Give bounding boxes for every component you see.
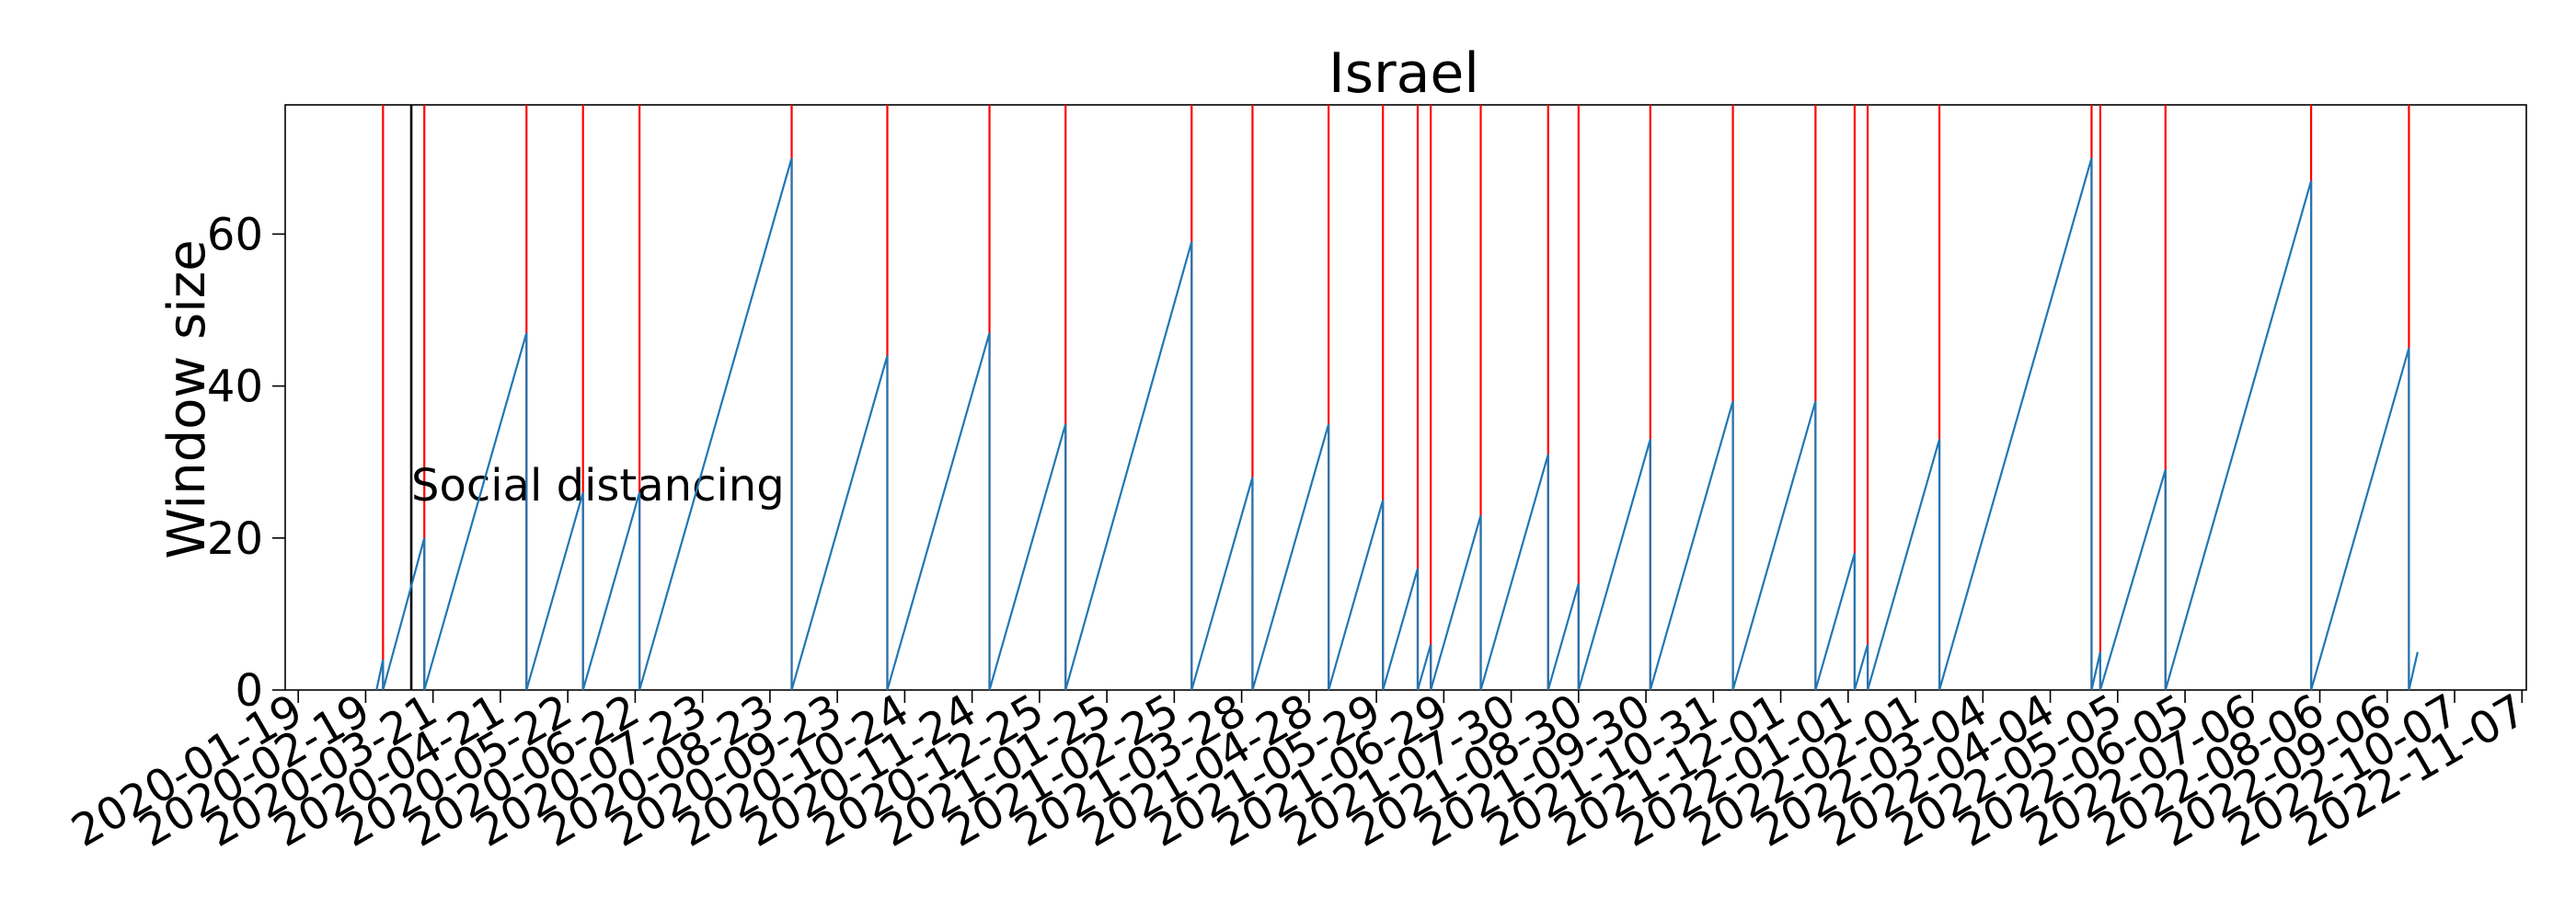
y-axis-title: Window size bbox=[157, 239, 217, 558]
chart-title: Israel bbox=[1328, 41, 1479, 106]
plot-area: 02040602020-01-192020-02-192020-03-21202… bbox=[63, 104, 2535, 857]
event-annotation: Social distancing bbox=[411, 460, 785, 512]
window-size-series-line bbox=[375, 157, 2419, 691]
y-tick-label: 20 bbox=[207, 513, 263, 565]
y-tick-label: 0 bbox=[235, 665, 263, 717]
y-tick-label: 60 bbox=[207, 209, 263, 260]
y-tick-label: 40 bbox=[207, 362, 263, 413]
plot-frame bbox=[284, 104, 2527, 691]
